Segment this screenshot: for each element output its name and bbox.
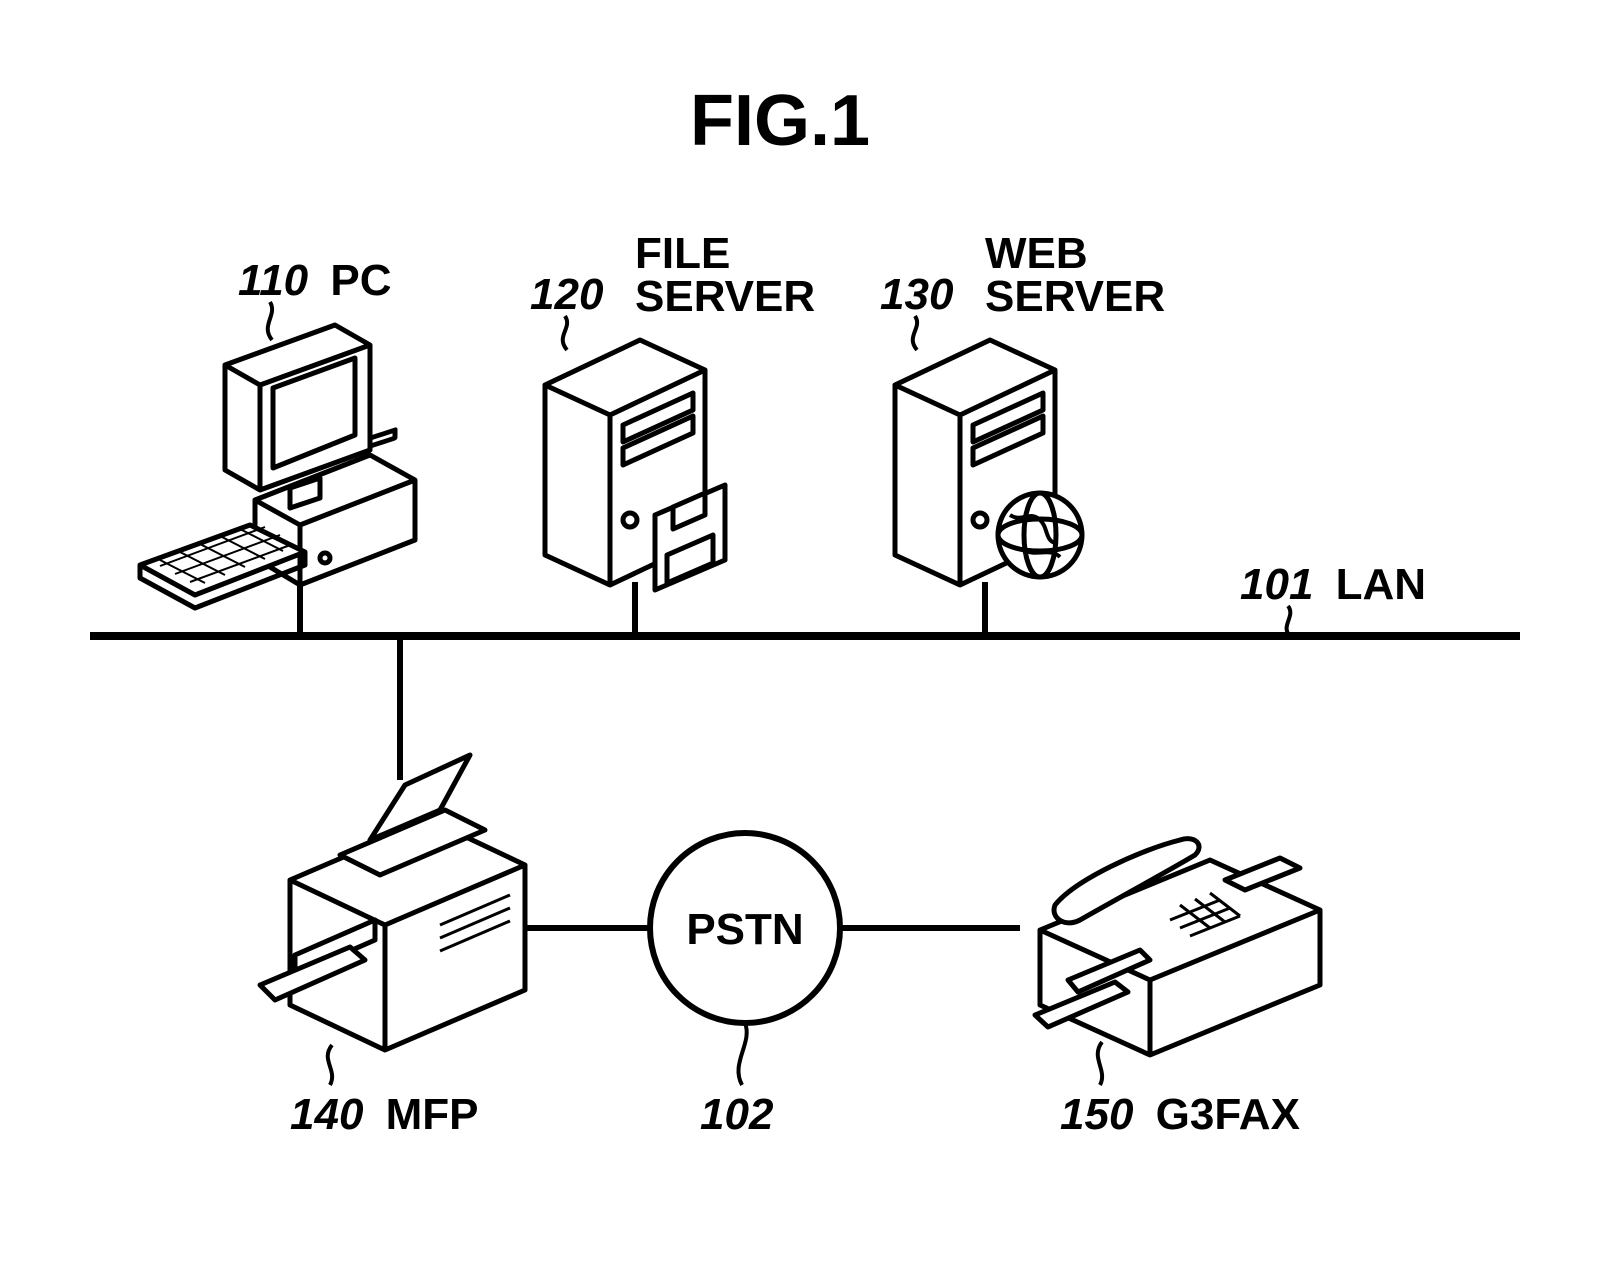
web-server-icon	[895, 340, 1082, 585]
pstn-lead	[738, 1023, 746, 1085]
mfp-ref-lead	[328, 1045, 332, 1085]
diagram-svg: PSTN	[0, 0, 1611, 1269]
fax-icon	[1035, 839, 1320, 1055]
file-ref-lead	[563, 316, 567, 350]
pc-ref-lead	[268, 302, 272, 340]
pc-icon	[140, 325, 415, 608]
pstn-name: PSTN	[686, 905, 803, 954]
file-server-icon	[545, 340, 725, 590]
web-ref-lead	[913, 316, 917, 350]
fax-ref-lead	[1098, 1042, 1102, 1085]
lan-lead	[1287, 606, 1291, 636]
mfp-icon	[260, 755, 525, 1050]
